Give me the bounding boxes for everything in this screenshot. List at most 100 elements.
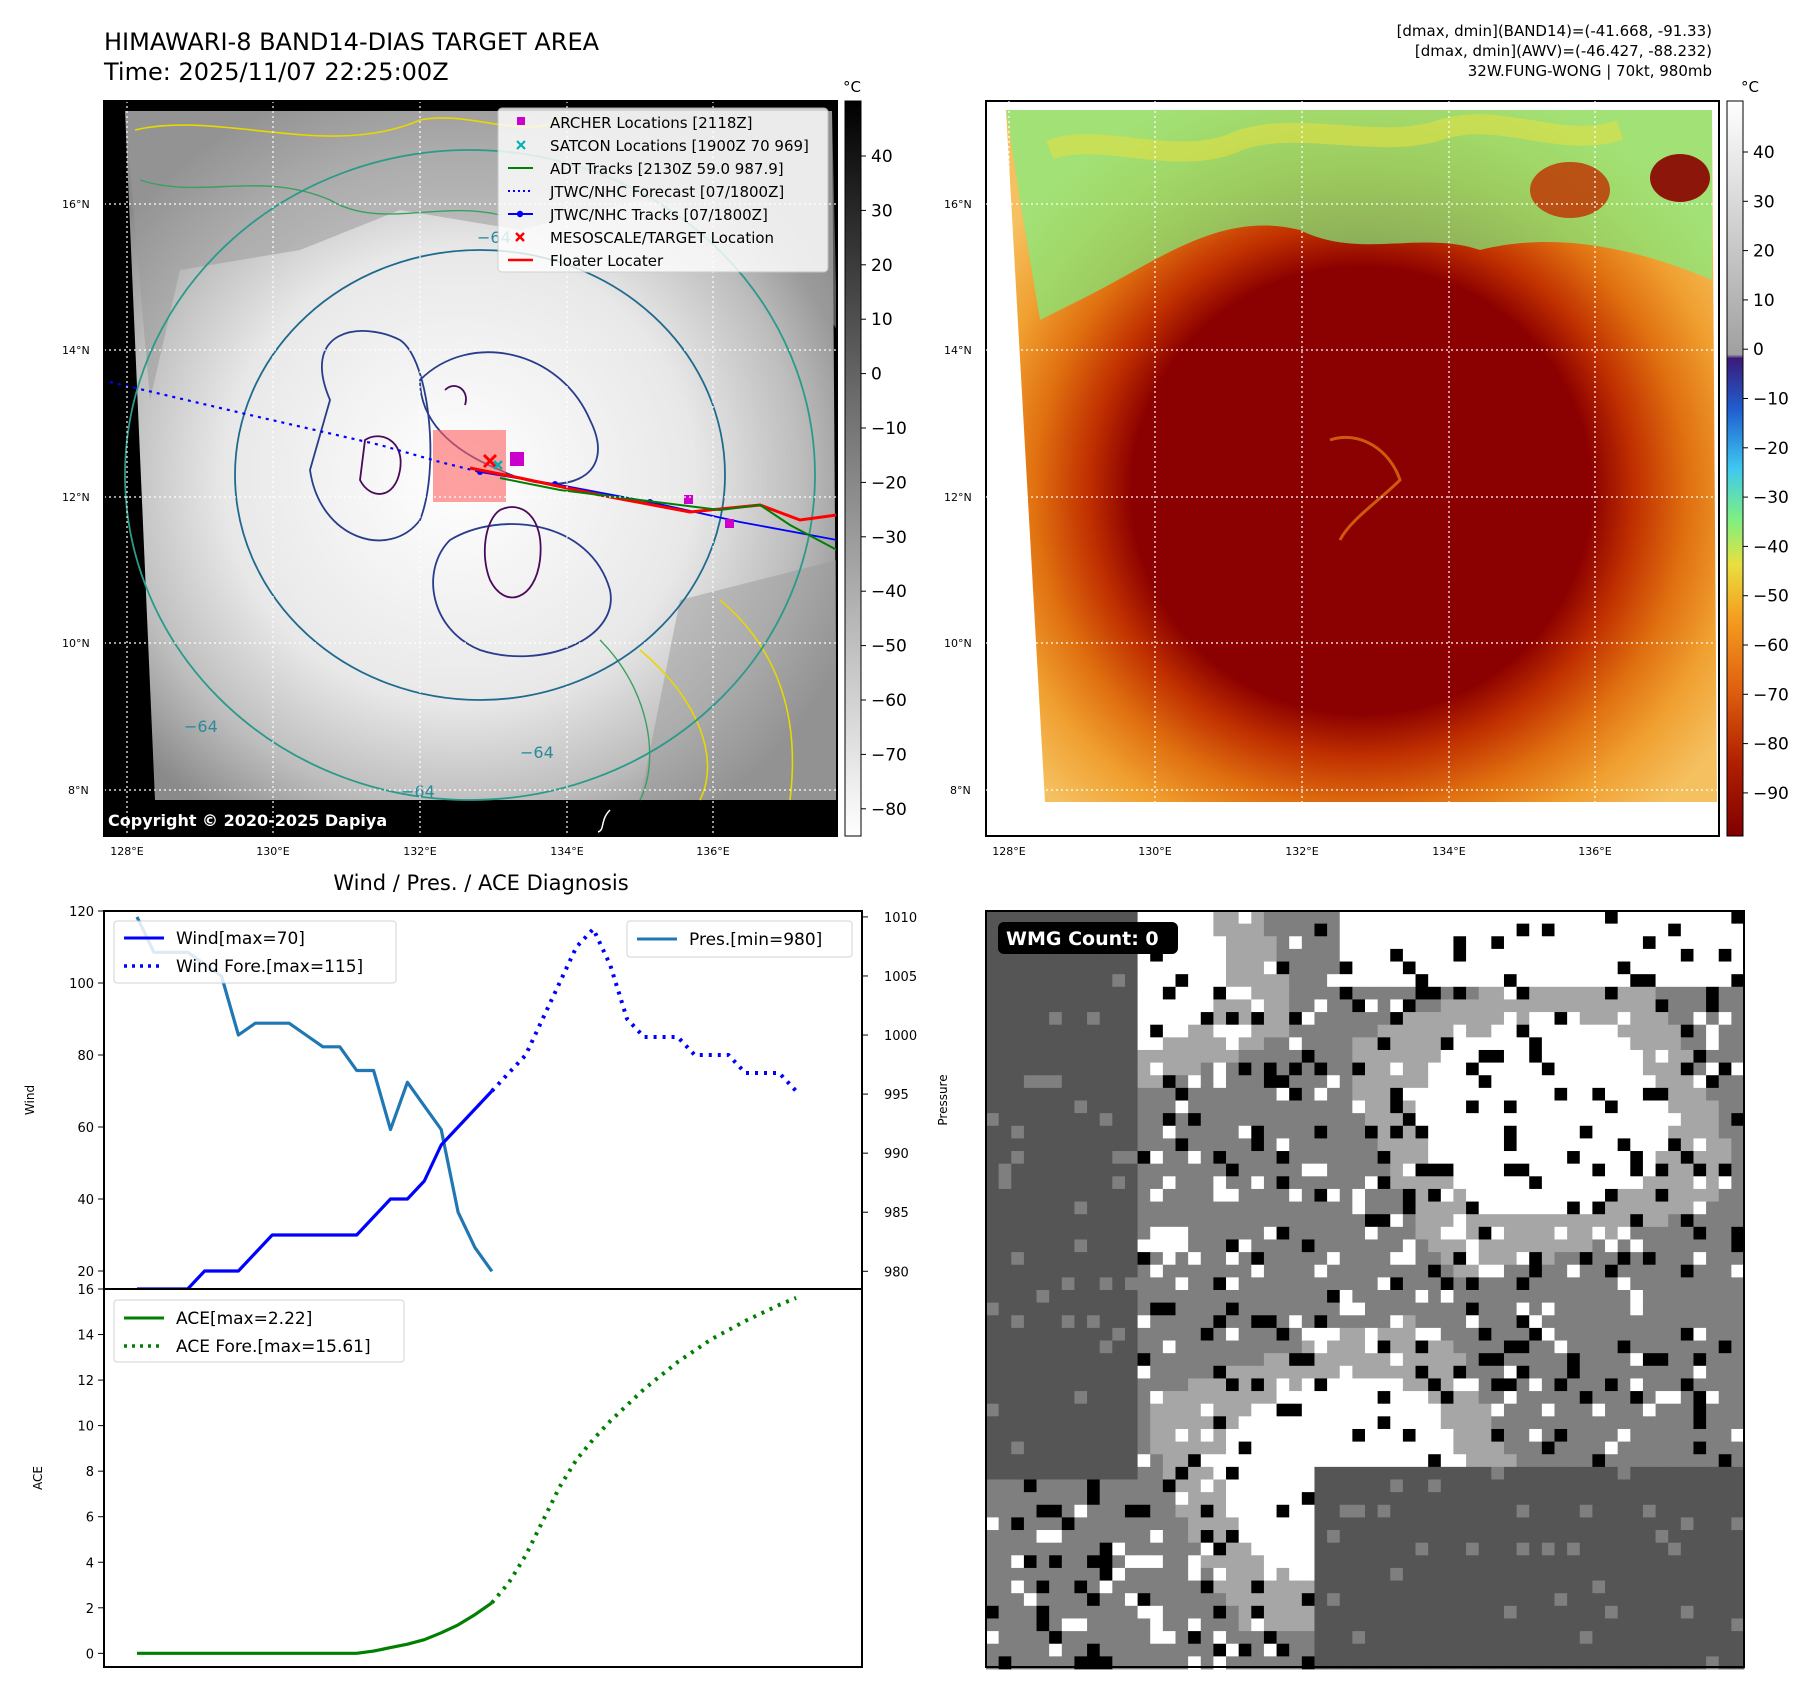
wmg-cell [1718, 1441, 1732, 1455]
wmg-cell [1327, 1391, 1341, 1405]
wmg-cell [1415, 961, 1429, 975]
wmg-cell [1087, 1138, 1101, 1152]
wmg-cell [998, 1290, 1012, 1304]
wmg-cell [1301, 1403, 1315, 1417]
wmg-cell [1529, 1302, 1543, 1316]
wmg-cell [1731, 1530, 1745, 1544]
wmg-cell [1630, 948, 1644, 962]
wmg-cell [1036, 1138, 1050, 1152]
wmg-cell [1150, 1492, 1164, 1506]
wmg-cell [1023, 1353, 1037, 1367]
wmg-cell [1541, 1542, 1555, 1556]
wmg-cell [1630, 1290, 1644, 1304]
colorbar-tick-label: −30 [1753, 488, 1789, 508]
wmg-cell [1301, 1542, 1315, 1556]
wmg-cell [1478, 1264, 1492, 1278]
wmg-cell [1466, 1416, 1480, 1430]
wmg-cell [1642, 1340, 1656, 1354]
wmg-cell [1428, 1252, 1442, 1266]
wmg-cell [1137, 1163, 1151, 1177]
wmg-cell [1428, 1504, 1442, 1518]
wmg-cell [1680, 936, 1694, 950]
wmg-cell [1440, 1466, 1454, 1480]
wmg-cell [1516, 1567, 1530, 1581]
wmg-cell [1567, 999, 1581, 1013]
wmg-cell [1491, 1315, 1505, 1329]
wmg-cell [1011, 1416, 1025, 1430]
wmg-cell [1314, 1567, 1328, 1581]
wmg-cell [1251, 1125, 1265, 1139]
wmg-cell [1529, 936, 1543, 950]
wmg-cell [1390, 1327, 1404, 1341]
wmg-cell [1706, 1252, 1720, 1266]
wmg-cell [1150, 1239, 1164, 1253]
wmg-cell [1680, 1214, 1694, 1228]
wmg-cell [1327, 1049, 1341, 1063]
wmg-cell [986, 1252, 1000, 1266]
wmg-cell [1061, 961, 1075, 975]
wmg-cell [998, 1226, 1012, 1240]
wmg-cell [1099, 1353, 1113, 1367]
wmg-cell [1112, 1277, 1126, 1291]
wmg-cell [1415, 923, 1429, 937]
wmg-cell [1579, 1593, 1593, 1607]
wmg-cell [1226, 1530, 1240, 1544]
wmg-cell [1314, 1125, 1328, 1139]
wmg-cell [1124, 1315, 1138, 1329]
wmg-cell [1289, 1479, 1303, 1493]
wmg-cell [1579, 1125, 1593, 1139]
wmg-cell [1011, 1327, 1025, 1341]
wmg-cell [1314, 1188, 1328, 1202]
wmg-cell [1213, 1087, 1227, 1101]
wmg-cell [1377, 1492, 1391, 1506]
wmg-cell [1617, 1504, 1631, 1518]
wmg-cell [1680, 1378, 1694, 1392]
wmg-cell [1238, 1618, 1252, 1632]
wmg-cell [1251, 1479, 1265, 1493]
wmg-cell [1238, 974, 1252, 988]
wmg-cell [998, 1176, 1012, 1190]
wmg-cell [1731, 986, 1745, 1000]
wmg-cell [1226, 1466, 1240, 1480]
wmg-cell [1213, 1479, 1227, 1493]
wmg-cell [1491, 1593, 1505, 1607]
wmg-cell [1605, 1542, 1619, 1556]
wmg-cell [1314, 1466, 1328, 1480]
wmg-cell [1554, 1024, 1568, 1038]
wmg-cell [1061, 1062, 1075, 1076]
wmg-cell [1150, 1315, 1164, 1329]
wmg-cell [1137, 1555, 1151, 1569]
wmg-cell [1339, 1428, 1353, 1442]
wmg-cell [1188, 1290, 1202, 1304]
wmg-cell [1327, 911, 1341, 925]
wmg-cell [1630, 1138, 1644, 1152]
wmg-cell [1036, 1214, 1050, 1228]
wmg-cell [1339, 1214, 1353, 1228]
wmg-cell [1706, 1340, 1720, 1354]
wmg-cell [1706, 1631, 1720, 1645]
wmg-cell [1263, 1580, 1277, 1594]
wmg-cell [1377, 1340, 1391, 1354]
wmg-cell [986, 974, 1000, 988]
wmg-cell [1327, 1188, 1341, 1202]
wmg-cell [1415, 1315, 1429, 1329]
wmg-cell [1402, 1403, 1416, 1417]
wmg-cell [1276, 1454, 1290, 1468]
wmg-cell [1491, 1428, 1505, 1442]
wmg-cell [1099, 986, 1113, 1000]
wmg-cell [1112, 1580, 1126, 1594]
pressure-legend: Pres.[min=980] [626, 920, 853, 958]
wmg-cell [1415, 1049, 1429, 1063]
wmg-cell [998, 1252, 1012, 1266]
wmg-cell [1188, 1504, 1202, 1518]
wmg-cell [1567, 1327, 1581, 1341]
wmg-cell [1365, 1100, 1379, 1114]
wmg-cell [1466, 1542, 1480, 1556]
wmg-cell [1415, 1163, 1429, 1177]
wmg-cell [1390, 1416, 1404, 1430]
wmg-cell [986, 1226, 1000, 1240]
wmg-cell [1668, 1138, 1682, 1152]
wmg-cell [1137, 986, 1151, 1000]
wmg-cell [1592, 1593, 1606, 1607]
wmg-cell [1377, 1315, 1391, 1329]
